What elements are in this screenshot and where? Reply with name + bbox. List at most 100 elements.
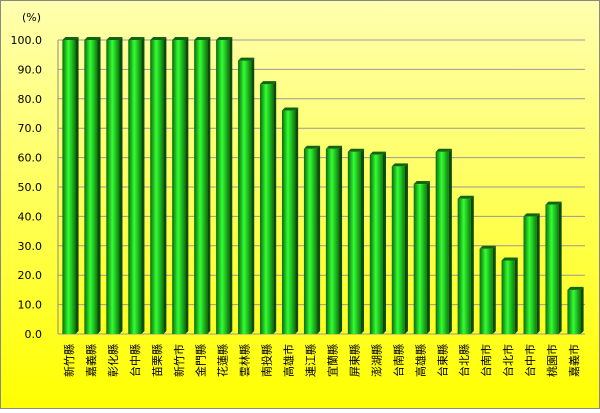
x-tick-label: 澎湖縣 bbox=[370, 344, 383, 377]
bar bbox=[369, 154, 383, 334]
bar-top bbox=[84, 37, 101, 40]
bar-top bbox=[106, 37, 123, 40]
x-tick-label: 台北市 bbox=[501, 344, 515, 377]
bar-side bbox=[536, 213, 540, 334]
bar-top bbox=[303, 145, 321, 149]
bar bbox=[391, 166, 405, 334]
x-tick-label: 花蓮縣 bbox=[216, 344, 230, 377]
x-tick-label: 台南縣 bbox=[391, 344, 405, 377]
bar bbox=[172, 40, 186, 334]
bar-side bbox=[426, 181, 430, 334]
x-tick-label: 南投縣 bbox=[260, 344, 274, 377]
bar-side bbox=[295, 107, 299, 334]
bar-side bbox=[514, 257, 518, 334]
bar-top bbox=[523, 213, 540, 217]
x-tick-label: 新竹市 bbox=[172, 344, 186, 377]
x-tick-label: 高雄市 bbox=[282, 344, 296, 377]
y-tick-label: 100.0 bbox=[11, 34, 43, 47]
bar-side bbox=[97, 37, 101, 334]
x-tick-label: 連江縣 bbox=[304, 344, 318, 377]
bar-side bbox=[141, 37, 145, 334]
bar-top bbox=[150, 37, 167, 40]
y-tick-label: 20.0 bbox=[18, 269, 43, 282]
bar bbox=[194, 40, 208, 334]
bar bbox=[281, 110, 296, 334]
x-tick-label: 台南市 bbox=[479, 344, 493, 377]
bar-side bbox=[251, 57, 255, 334]
bar bbox=[128, 40, 142, 334]
bar-top bbox=[457, 195, 474, 199]
bar bbox=[303, 148, 318, 334]
bar-top bbox=[435, 148, 452, 152]
y-axis-unit: (%) bbox=[22, 11, 41, 24]
bar bbox=[106, 40, 120, 334]
bar-side bbox=[470, 195, 474, 334]
bar-side bbox=[185, 37, 189, 334]
bar-side bbox=[382, 151, 386, 334]
bar-side bbox=[361, 148, 365, 334]
y-tick-label: 90.0 bbox=[18, 63, 43, 76]
bar-side bbox=[163, 37, 167, 334]
bar bbox=[523, 216, 537, 334]
x-tick-label: 台東縣 bbox=[435, 344, 449, 377]
bar-side bbox=[448, 148, 452, 334]
bar-side bbox=[317, 145, 321, 334]
x-tick-label: 雲林縣 bbox=[238, 344, 252, 377]
bar-top bbox=[216, 37, 233, 40]
bar-side bbox=[207, 37, 211, 334]
x-tick-label: 嘉義縣 bbox=[84, 344, 98, 377]
bar-side bbox=[75, 37, 79, 334]
bar bbox=[238, 60, 252, 335]
y-tick-label: 40.0 bbox=[18, 210, 43, 223]
bar-top bbox=[369, 151, 386, 155]
bar bbox=[501, 260, 515, 334]
x-tick-label: 彰化縣 bbox=[106, 344, 120, 377]
bar-top bbox=[413, 181, 430, 185]
bar bbox=[479, 248, 493, 334]
bar-side bbox=[229, 37, 233, 334]
bar bbox=[84, 40, 98, 334]
bar-top bbox=[281, 107, 299, 111]
bar-top bbox=[172, 37, 189, 40]
x-tick-label: 苗栗縣 bbox=[151, 344, 164, 377]
y-tick-label: 60.0 bbox=[18, 152, 43, 165]
bar-side bbox=[339, 145, 343, 334]
x-tick-label: 台北縣 bbox=[457, 344, 471, 377]
bar-side bbox=[404, 163, 408, 334]
bar bbox=[435, 151, 449, 334]
bar-top bbox=[128, 37, 145, 40]
bar-top bbox=[238, 57, 255, 61]
bar-top bbox=[501, 257, 518, 261]
y-tick-label: 30.0 bbox=[18, 240, 43, 253]
bar bbox=[413, 184, 427, 334]
bar bbox=[62, 40, 76, 334]
x-tick-label: 台中市 bbox=[523, 344, 537, 377]
x-tick-label: 嘉義市 bbox=[567, 344, 581, 377]
bar bbox=[216, 40, 230, 334]
bar-side bbox=[119, 37, 123, 334]
bar bbox=[347, 151, 362, 334]
bar-top bbox=[62, 37, 79, 40]
bar-side bbox=[492, 245, 496, 334]
bar bbox=[325, 148, 340, 334]
y-tick-label: 10.0 bbox=[18, 299, 43, 312]
y-tick-label: 70.0 bbox=[18, 122, 43, 135]
bar-top bbox=[391, 163, 408, 167]
y-tick-label: 50.0 bbox=[18, 181, 43, 194]
x-tick-label: 屏東縣 bbox=[348, 344, 361, 377]
bar-side bbox=[580, 286, 584, 334]
bar bbox=[567, 289, 581, 334]
bar-top bbox=[347, 148, 365, 152]
bar-side bbox=[273, 81, 277, 334]
x-tick-label: 宜蘭縣 bbox=[325, 344, 339, 377]
bar-top bbox=[260, 81, 277, 85]
bar-side bbox=[558, 201, 562, 334]
x-tick-label: 台中縣 bbox=[128, 344, 142, 377]
bar-top bbox=[194, 37, 211, 40]
x-tick-label: 金門縣 bbox=[194, 344, 208, 377]
bar bbox=[260, 84, 274, 334]
x-tick-label: 高雄縣 bbox=[413, 344, 427, 377]
bar-top bbox=[479, 245, 496, 249]
bar-top bbox=[325, 145, 343, 149]
